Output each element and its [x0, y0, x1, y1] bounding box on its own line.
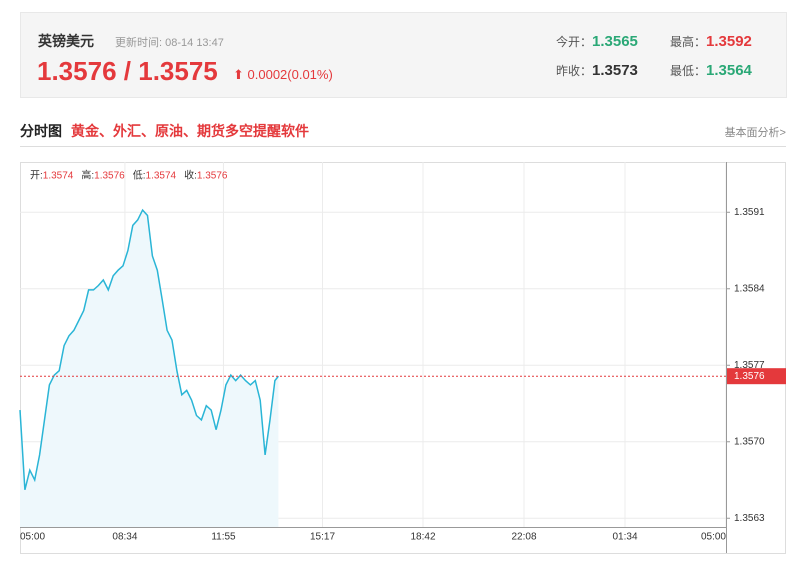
stat: 最高：1.3592: [670, 33, 752, 51]
symbol-name: 英镑美元: [38, 33, 94, 49]
update-label: 更新时间:: [115, 37, 163, 49]
stat: 昨收：1.3573: [556, 62, 638, 80]
y-tick-label: 1.3591: [734, 207, 765, 218]
x-tick-label: 05:00: [701, 532, 726, 543]
stat-value: 1.3592: [706, 33, 752, 50]
stat: 今开：1.3565: [556, 33, 638, 51]
x-tick-label: 22:08: [511, 532, 536, 543]
y-tick-label: 1.3577: [734, 360, 765, 371]
x-tick-label: 11:55: [211, 532, 236, 543]
price-line: [19, 208, 279, 490]
x-tick-label: 08:34: [112, 532, 137, 543]
x-tick-label: 01:34: [612, 532, 637, 543]
bid: 1.3576: [37, 56, 117, 86]
update-time: 08-14 13:47: [165, 37, 224, 49]
ohlc-value: 1.3574: [146, 171, 177, 182]
stat: 最低：1.3564: [670, 62, 752, 80]
ask: 1.3575: [138, 56, 218, 86]
change: ⬆︎ 0.0002(0.01%): [233, 67, 333, 82]
x-tick-label: 05:00: [20, 532, 45, 543]
ohlc-label: 低:: [133, 169, 146, 182]
divider: [20, 146, 786, 147]
y-tick-label: 1.3584: [734, 283, 765, 294]
quote-header: [20, 12, 787, 98]
stat-value: 1.3565: [592, 33, 638, 50]
x-tick-label: 18:42: [410, 532, 435, 543]
y-tick-label: 1.3563: [734, 513, 765, 524]
ohlc-label: 高:: [81, 169, 94, 182]
chart-frame: [20, 162, 786, 554]
section-title: 分时图: [20, 123, 62, 139]
current-box: [727, 368, 786, 385]
separator: /: [123, 56, 131, 86]
stat-label: 今开：: [556, 35, 593, 49]
y-tick-label: 1.3570: [734, 436, 765, 447]
ohlc-value: 1.3576: [94, 171, 125, 182]
promo-link[interactable]: 黄金、外汇、原油、期货多空提醒软件: [71, 123, 309, 139]
x-tick-label: 15:17: [310, 532, 335, 543]
price: 1.3576 / 1.3575: [37, 56, 218, 87]
stat-value: 1.3573: [592, 62, 638, 79]
analysis-link[interactable]: 基本面分析>: [724, 127, 786, 139]
update-info: 更新时间: 08-14 13:47: [115, 34, 224, 50]
area: [20, 210, 279, 527]
ohlc-label: 收:: [184, 169, 197, 182]
stat-label: 昨收：: [556, 64, 593, 78]
chart: 1.3563 1.3570 1.3577 1.3584 1.3591 05:00 08:34…: [19, 162, 786, 554]
stat-label: 最高：: [670, 35, 707, 49]
current-label: 1.3576: [734, 371, 765, 382]
change-value: 0.0002(0.01%): [247, 67, 333, 82]
ohlc-label: 开:: [30, 171, 43, 182]
stat-value: 1.3564: [706, 62, 752, 79]
ohlc-value: 1.3576: [197, 171, 228, 182]
ohlc-value: 1.3574: [43, 171, 74, 182]
stat-label: 最低：: [670, 64, 707, 78]
